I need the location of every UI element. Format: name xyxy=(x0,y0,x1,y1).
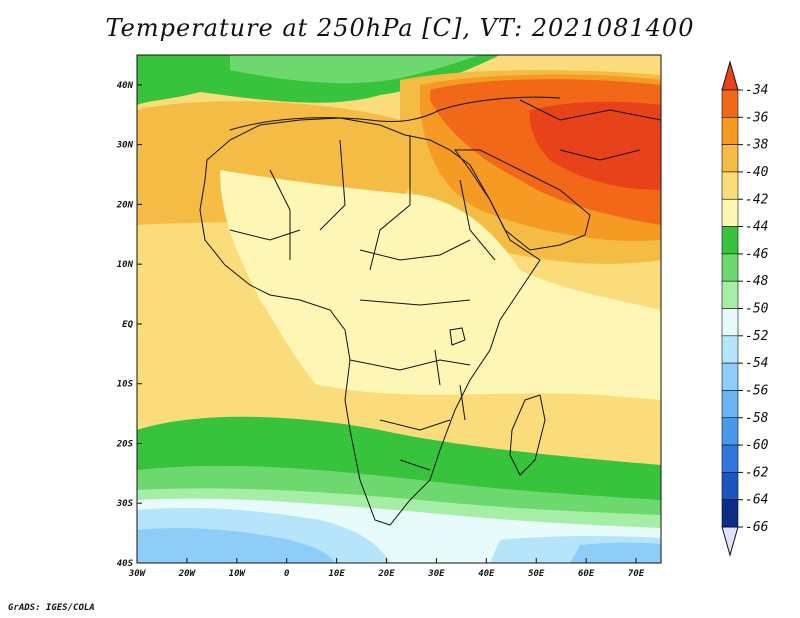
colorbar-label: -62 xyxy=(745,465,769,480)
lon-tick-label: 20E xyxy=(377,569,395,579)
lat-tick-label: 20N xyxy=(116,200,134,210)
lat-tick-label: 40N xyxy=(117,81,134,91)
field-blue-southeast xyxy=(570,542,661,563)
border-3 xyxy=(369,135,411,271)
border-east-asia-1 xyxy=(519,99,661,121)
colorbar-label: -54 xyxy=(745,356,768,371)
colorbar-segment xyxy=(721,144,739,173)
lon-tick-label: 30E xyxy=(427,569,445,579)
colorbar-label: -44 xyxy=(745,220,768,235)
colorbar-segment xyxy=(721,171,739,200)
colorbar-label: -46 xyxy=(745,247,769,262)
colorbar-segment xyxy=(721,308,739,337)
lake-malawi xyxy=(459,384,466,421)
madagascar-coastline xyxy=(509,394,546,476)
lon-tick-label: 70E xyxy=(628,569,645,579)
colorbar-label: -60 xyxy=(745,438,769,453)
colorbar-label: -34 xyxy=(745,83,768,98)
border-2 xyxy=(319,139,346,231)
lon-tick-label: 10E xyxy=(328,569,345,579)
lat-tick-label: 10N xyxy=(117,260,134,270)
colorbar-segment xyxy=(721,253,739,282)
africa-coastline xyxy=(199,117,541,526)
colorbar-segment xyxy=(721,117,739,145)
colorbar-label: -64 xyxy=(745,493,768,508)
colorbar-label: -52 xyxy=(745,329,769,344)
colorbar: -34 -36 -38 -40 -42 -44 -46 -48 -50 -52 -54 -56 -58 -… xyxy=(721,60,769,557)
colorbar-label: -66 xyxy=(745,520,769,535)
border-5 xyxy=(359,299,471,306)
arabia-coastline xyxy=(454,149,591,251)
colorbar-label: -58 xyxy=(745,411,769,426)
field-light-green-north xyxy=(230,55,480,84)
colorbar-top-triangle xyxy=(721,60,739,91)
border-7 xyxy=(379,419,451,431)
lat-tick-label: EQ xyxy=(122,320,133,330)
lat-tick-label: 20S xyxy=(116,439,134,449)
lat-tick-label: 40S xyxy=(117,559,134,569)
colorbar-label: -56 xyxy=(745,383,769,398)
field-top-hot xyxy=(529,101,661,190)
colorbar-segment xyxy=(721,226,739,255)
colorbar-label: -36 xyxy=(745,110,769,125)
lon-tick-label: 30W xyxy=(128,569,147,579)
border-9 xyxy=(229,229,301,241)
colorbar-label: -50 xyxy=(745,302,769,317)
colorbar-segment xyxy=(721,362,739,391)
colorbar-segment xyxy=(721,390,739,419)
field-blue-south xyxy=(137,528,335,563)
longitude-ticks: 30W 20W 10W 0 10E 20E 30E 40E 50E 60E 70E xyxy=(128,558,645,579)
coastlines-and-borders xyxy=(199,96,661,526)
lat-tick-label: 10S xyxy=(117,380,134,390)
lon-tick-label: 50E xyxy=(528,569,545,579)
lat-tick-label: 30S xyxy=(116,499,134,509)
lon-tick-label: 10W xyxy=(229,569,247,579)
map-title: Temperature at 250hPa [C], VT: 202108140… xyxy=(105,14,695,42)
colorbar-label: -42 xyxy=(745,192,769,207)
colorbar-label: -48 xyxy=(745,274,769,289)
border-1 xyxy=(269,169,291,260)
credit-text: GrADS: IGES/COLA xyxy=(8,603,95,613)
lat-tick-label: 30N xyxy=(116,141,134,151)
colorbar-segment xyxy=(721,89,739,118)
border-10 xyxy=(459,179,496,261)
colorbar-segment xyxy=(721,417,739,446)
mediterranean-coast xyxy=(229,96,561,131)
colorbar-label: -40 xyxy=(745,165,769,180)
colorbar-segment xyxy=(721,198,739,227)
lon-tick-label: 40E xyxy=(478,569,495,579)
colorbar-segment xyxy=(721,472,739,500)
border-8 xyxy=(399,459,431,471)
lon-tick-label: 60E xyxy=(578,569,595,579)
field-cream-central xyxy=(220,170,661,440)
lon-tick-label: 20W xyxy=(178,569,197,579)
plot-frame xyxy=(136,54,662,564)
colorbar-segment xyxy=(721,499,739,528)
lake-tanganyika xyxy=(434,349,441,386)
colorbar-segment xyxy=(721,444,739,473)
colorbar-label: -38 xyxy=(745,138,769,153)
colorbar-segment xyxy=(721,335,739,364)
colorbar-bottom-triangle xyxy=(721,526,739,557)
lon-tick-label: 0 xyxy=(284,569,290,579)
border-6 xyxy=(349,359,471,371)
temperature-field xyxy=(137,55,661,563)
border-4 xyxy=(359,239,471,261)
colorbar-segment xyxy=(721,280,739,309)
latitude-ticks: 40N 30N 20N 10N EQ 10S 20S 30S 40S xyxy=(116,81,142,569)
lake-victoria xyxy=(449,327,466,346)
border-east-asia-2 xyxy=(559,149,641,161)
